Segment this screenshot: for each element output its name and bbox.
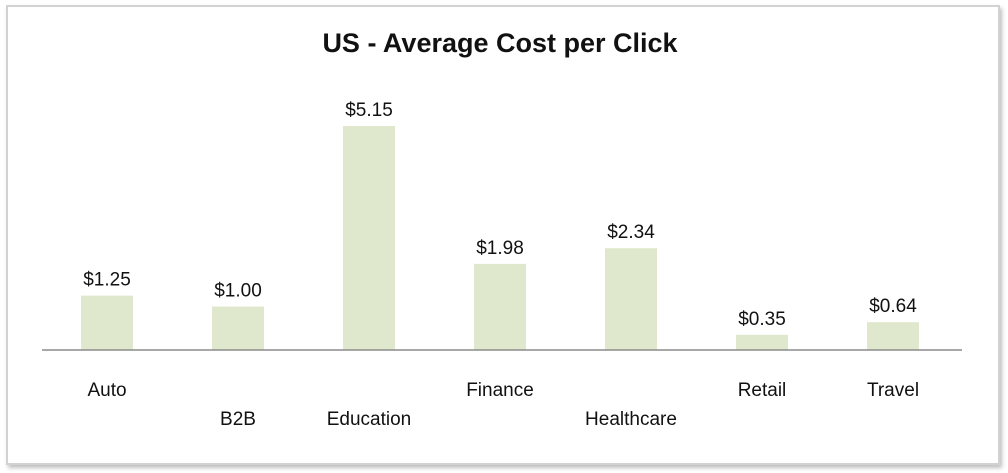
data-label-retail: $0.35 xyxy=(738,309,786,330)
data-label-education: $5.15 xyxy=(345,100,393,121)
bar-travel xyxy=(867,322,919,350)
bar-retail xyxy=(736,334,788,350)
bars-group xyxy=(81,126,919,350)
data-labels-group: $1.25 $1.00 $5.15 $1.98 $2.34 $0.35 $0.64 xyxy=(83,100,917,330)
category-labels-group: Auto B2B Education Finance Healthcare Retail T… xyxy=(87,380,919,430)
bar-healthcare xyxy=(605,248,657,350)
category-label-healthcare: Healthcare xyxy=(585,409,677,430)
data-label-b2b: $1.00 xyxy=(214,281,262,302)
category-label-b2b: B2B xyxy=(220,409,256,430)
bar-auto xyxy=(81,295,133,350)
data-label-travel: $0.64 xyxy=(869,296,917,317)
chart-frame xyxy=(6,5,1000,465)
category-label-auto: Auto xyxy=(87,380,126,401)
data-label-finance: $1.98 xyxy=(476,238,524,259)
bar-education xyxy=(343,126,395,350)
category-label-education: Education xyxy=(327,409,412,430)
data-label-auto: $1.25 xyxy=(83,270,131,291)
category-label-travel: Travel xyxy=(867,380,919,401)
category-label-finance: Finance xyxy=(466,380,534,401)
bar-b2b xyxy=(212,306,264,350)
bar-finance xyxy=(474,263,526,350)
chart-title: US - Average Cost per Click xyxy=(322,28,678,58)
data-label-healthcare: $2.34 xyxy=(607,222,655,243)
category-label-retail: Retail xyxy=(738,380,787,401)
